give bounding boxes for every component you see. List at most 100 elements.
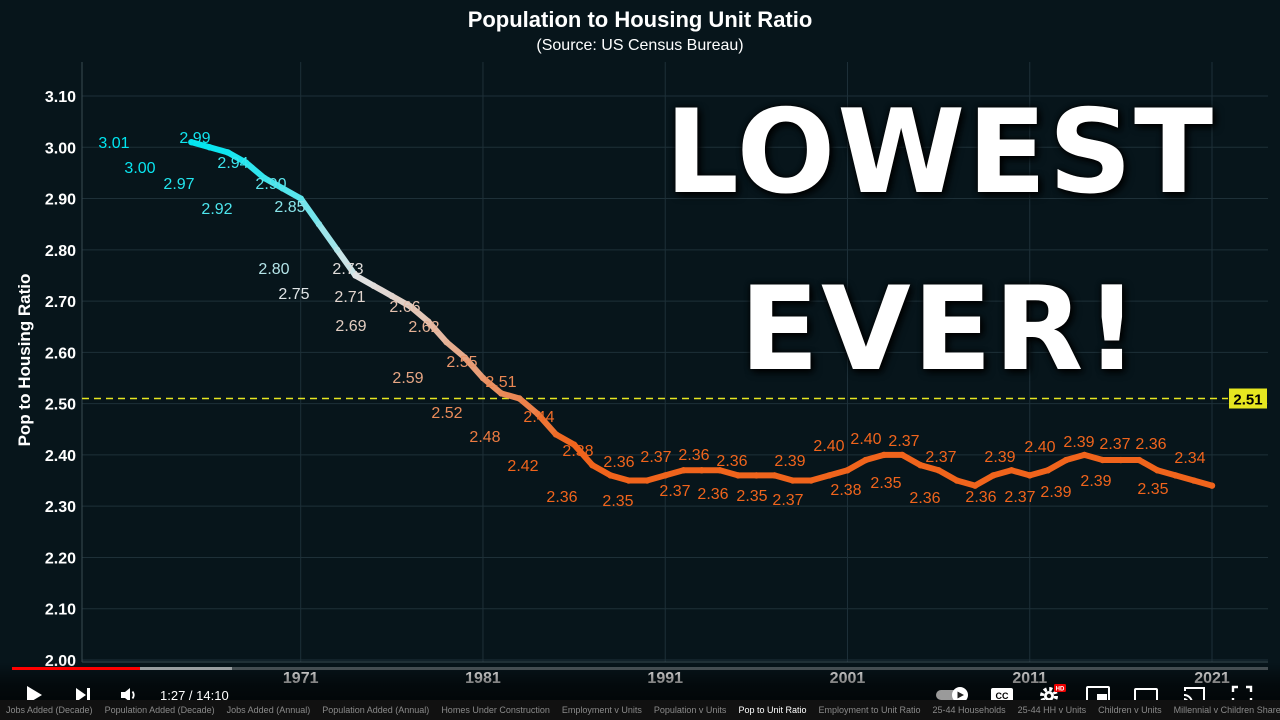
data-label: 2.44 bbox=[523, 409, 554, 426]
series-segment bbox=[516, 395, 541, 417]
chapter-item[interactable]: Jobs Added (Annual) bbox=[226, 705, 311, 715]
data-point bbox=[224, 149, 232, 156]
progress-bar[interactable] bbox=[12, 667, 1268, 670]
data-point bbox=[279, 185, 286, 192]
data-label: 2.36 bbox=[1135, 436, 1166, 453]
data-point bbox=[1081, 451, 1088, 459]
data-point bbox=[188, 138, 195, 146]
series-segment bbox=[479, 375, 505, 397]
data-label: 2.80 bbox=[258, 261, 289, 278]
y-tick-label: 3.00 bbox=[45, 140, 76, 157]
data-point bbox=[370, 282, 377, 289]
data-point bbox=[607, 472, 614, 479]
series-segment bbox=[407, 303, 432, 325]
chapter-item[interactable]: 25-44 HH v Units bbox=[1017, 705, 1087, 715]
autoplay-toggle[interactable] bbox=[934, 682, 972, 708]
data-point bbox=[261, 174, 268, 182]
series-segment bbox=[1136, 457, 1161, 474]
chapter-item[interactable]: Homes Under Construction bbox=[441, 705, 550, 715]
y-tick-label: 3.10 bbox=[45, 89, 76, 106]
data-point bbox=[242, 159, 250, 166]
chapter-item[interactable]: Employment v Units bbox=[561, 705, 642, 715]
series-segment bbox=[571, 441, 596, 469]
data-point bbox=[1026, 472, 1033, 479]
progress-played bbox=[12, 667, 141, 670]
data-point bbox=[589, 461, 596, 469]
data-point bbox=[570, 441, 578, 448]
data-point bbox=[662, 472, 669, 479]
series-segment bbox=[243, 159, 268, 182]
data-label: 2.92 bbox=[201, 201, 232, 218]
data-point bbox=[552, 431, 560, 438]
chart-subtitle: (Source: US Census Bureau) bbox=[536, 37, 743, 54]
chapter-item[interactable]: Millennial v Children Share bbox=[1173, 705, 1280, 715]
time-display: 1:27 / 14:10 bbox=[160, 688, 229, 703]
data-label: 2.38 bbox=[562, 443, 593, 460]
chart-title: Population to Housing Unit Ratio bbox=[468, 7, 813, 32]
data-point bbox=[534, 410, 541, 418]
series-segment bbox=[935, 467, 960, 484]
data-label: 2.36 bbox=[546, 489, 577, 506]
chapter-item[interactable]: Pop to Unit Ratio bbox=[738, 705, 807, 715]
series-segment bbox=[589, 462, 614, 479]
data-label: 2.40 bbox=[850, 431, 881, 448]
data-point bbox=[880, 451, 888, 459]
data-label: 2.73 bbox=[332, 261, 363, 278]
data-label: 2.37 bbox=[1004, 489, 1035, 506]
data-point bbox=[862, 456, 869, 464]
y-tick-label: 2.20 bbox=[45, 550, 76, 567]
data-point bbox=[953, 477, 961, 484]
data-point bbox=[352, 272, 359, 279]
data-point bbox=[1172, 472, 1179, 479]
chart-background bbox=[0, 0, 1280, 700]
time-current: 1:27 bbox=[160, 688, 186, 703]
data-label: 2.37 bbox=[888, 433, 919, 450]
data-label: 2.35 bbox=[736, 488, 767, 505]
y-tick-label: 2.30 bbox=[45, 499, 76, 516]
time-total: 14:10 bbox=[196, 688, 229, 703]
chapter-strip: Jobs Added (Decade) Population Added (Dec… bbox=[0, 700, 1280, 720]
series-segment bbox=[352, 272, 377, 289]
series-segment bbox=[443, 339, 468, 361]
captions-button[interactable]: CC bbox=[988, 682, 1016, 708]
chapter-item[interactable]: 25-44 Households bbox=[932, 705, 1006, 715]
data-label: 2.59 bbox=[392, 370, 423, 387]
data-point bbox=[406, 303, 414, 310]
data-label: 2.34 bbox=[1174, 450, 1205, 467]
chapter-item[interactable]: Population v Units bbox=[653, 705, 727, 715]
data-point bbox=[716, 467, 724, 474]
play-button[interactable] bbox=[20, 682, 48, 708]
series-segment bbox=[315, 221, 341, 253]
settings-button[interactable]: HD bbox=[1036, 682, 1066, 708]
data-label: 2.75 bbox=[278, 286, 309, 303]
series-segment bbox=[1044, 457, 1070, 474]
chapter-item[interactable]: Population Added (Decade) bbox=[104, 705, 215, 715]
data-label: 2.69 bbox=[335, 318, 366, 335]
next-button[interactable] bbox=[70, 682, 96, 708]
overlay-text-ever: EVER! bbox=[739, 262, 1141, 397]
series-segment bbox=[279, 185, 304, 202]
series-segment bbox=[844, 457, 869, 474]
volume-button[interactable] bbox=[116, 682, 142, 708]
fullscreen-button[interactable] bbox=[1228, 682, 1256, 708]
series-segment bbox=[224, 149, 250, 166]
data-point bbox=[917, 461, 924, 469]
data-label: 2.90 bbox=[255, 176, 286, 193]
data-point bbox=[1208, 482, 1216, 489]
data-label: 2.94 bbox=[217, 155, 248, 172]
skip-next-icon bbox=[76, 688, 90, 702]
chapter-item[interactable]: Employment to Unit Ratio bbox=[818, 705, 921, 715]
chapter-item[interactable]: Population Added (Annual) bbox=[322, 705, 430, 715]
data-label: 2.37 bbox=[659, 483, 690, 500]
data-point bbox=[206, 144, 213, 151]
autoplay-toggle-icon bbox=[936, 687, 968, 703]
volume-icon bbox=[121, 688, 135, 702]
chapter-item[interactable]: Jobs Added (Decade) bbox=[6, 705, 93, 715]
y-tick-label: 2.70 bbox=[45, 294, 76, 311]
data-label: 2.40 bbox=[813, 438, 844, 455]
data-point bbox=[479, 374, 487, 382]
chapter-item[interactable]: Children v Units bbox=[1098, 705, 1162, 715]
data-label: 2.51 bbox=[485, 374, 516, 391]
data-label: 2.37 bbox=[925, 449, 956, 466]
